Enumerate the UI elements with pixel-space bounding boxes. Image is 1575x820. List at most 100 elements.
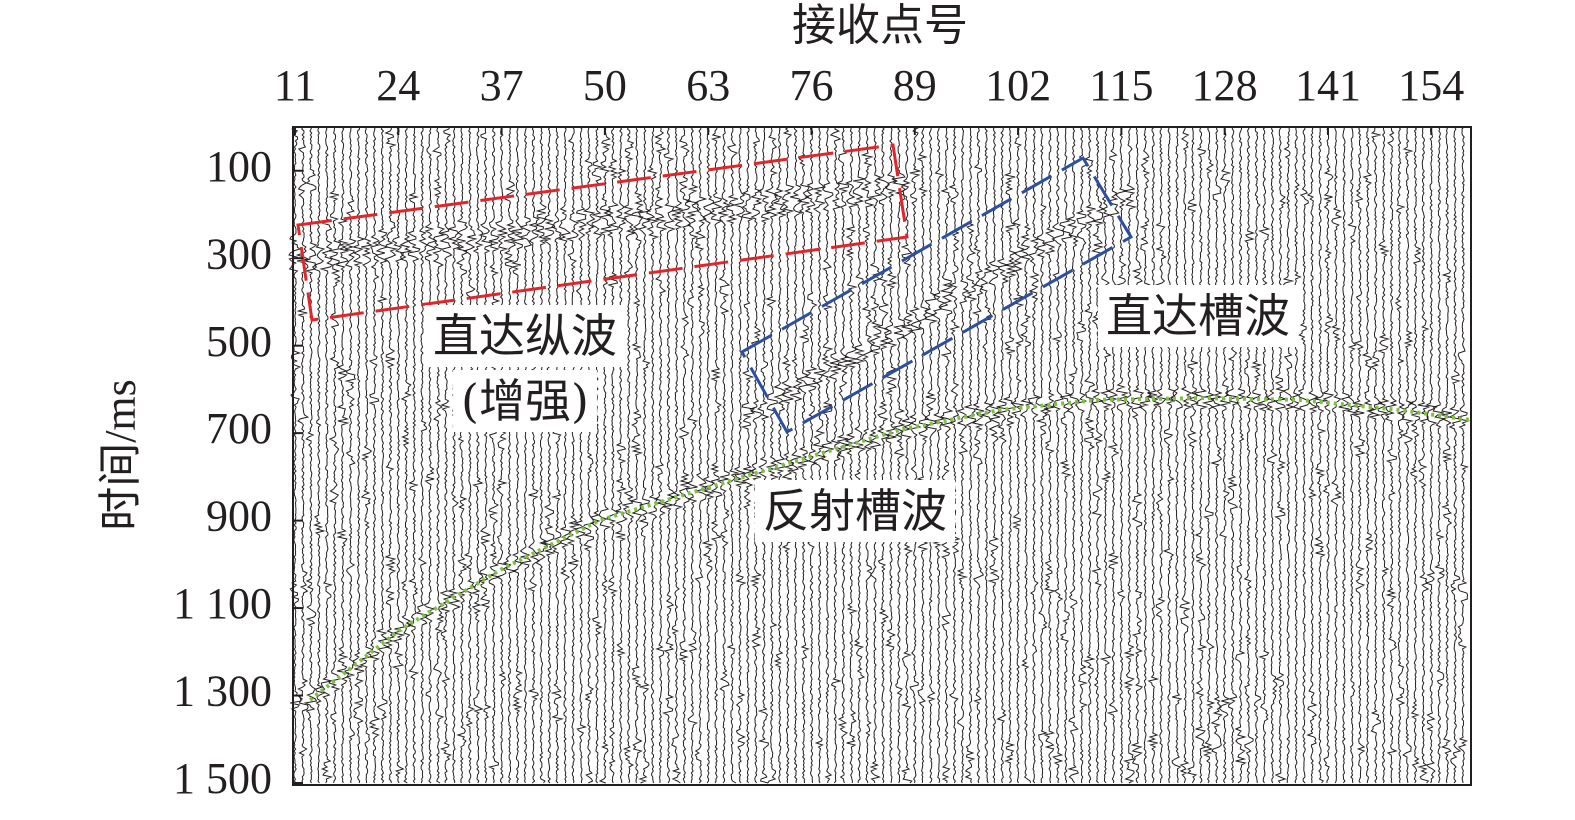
trace xyxy=(781,126,795,784)
trace xyxy=(1424,126,1438,784)
trace xyxy=(748,126,763,784)
trace xyxy=(764,126,780,784)
trace xyxy=(1367,126,1383,784)
trace xyxy=(1194,126,1209,784)
trace xyxy=(947,126,961,784)
trace xyxy=(971,126,985,784)
trace xyxy=(598,126,612,784)
trace xyxy=(1401,126,1414,784)
trace xyxy=(502,126,517,784)
y-axis-label: 时间/ms xyxy=(96,379,145,531)
trace xyxy=(788,126,803,783)
trace xyxy=(1257,126,1271,784)
trace xyxy=(1394,126,1406,784)
trace xyxy=(1338,126,1350,784)
trace xyxy=(678,126,692,784)
y-tick-label: 900 xyxy=(206,492,272,541)
trace xyxy=(1010,126,1025,784)
annotation: (增强) xyxy=(461,374,589,428)
trace xyxy=(637,126,652,784)
trace xyxy=(1440,126,1453,784)
trace xyxy=(796,126,811,784)
trace xyxy=(1352,126,1366,784)
trace xyxy=(1242,126,1256,784)
trace xyxy=(1146,126,1160,784)
trace xyxy=(303,126,318,784)
trace xyxy=(565,126,580,784)
trace xyxy=(1297,126,1310,784)
trace xyxy=(1377,126,1391,784)
trace xyxy=(1234,126,1247,784)
trace xyxy=(828,126,843,784)
trace xyxy=(1018,126,1034,784)
trace xyxy=(573,126,588,784)
trace xyxy=(415,126,429,784)
trace xyxy=(312,126,326,784)
trace xyxy=(534,126,548,784)
trace xyxy=(1083,126,1096,784)
trace xyxy=(288,126,302,784)
direct-channel-wave-box xyxy=(739,155,1134,435)
y-tick-label: 1 300 xyxy=(173,667,272,716)
annotation-background xyxy=(1098,285,1298,347)
annotation: 直达纵波 xyxy=(433,309,617,363)
x-tick-label: 37 xyxy=(480,61,524,110)
trace xyxy=(1179,126,1193,784)
trace xyxy=(432,126,446,784)
trace xyxy=(527,126,540,784)
x-tick-label: 24 xyxy=(376,61,420,110)
trace xyxy=(884,126,898,784)
trace xyxy=(477,126,493,784)
y-tick-label: 700 xyxy=(206,404,272,453)
trace-layer xyxy=(288,126,1471,784)
trace xyxy=(1106,126,1120,784)
trace xyxy=(423,126,438,784)
trace xyxy=(661,126,676,784)
x-tick-label: 63 xyxy=(686,61,730,110)
trace xyxy=(542,126,556,784)
trace xyxy=(939,126,954,784)
trace xyxy=(1306,126,1319,784)
trace xyxy=(931,126,946,784)
x-tick-label: 115 xyxy=(1089,61,1153,110)
trace xyxy=(1209,126,1223,784)
trace xyxy=(1313,126,1327,784)
annotation: 直达槽波 xyxy=(1106,289,1290,343)
trace xyxy=(295,126,310,784)
trace xyxy=(835,126,851,784)
trace xyxy=(1074,126,1089,784)
trace xyxy=(955,126,970,784)
trace xyxy=(924,126,939,784)
trace xyxy=(438,126,454,784)
trace xyxy=(907,126,923,784)
trace xyxy=(1432,126,1447,784)
trace xyxy=(1408,126,1422,784)
trace xyxy=(757,126,771,784)
trace xyxy=(772,126,787,784)
trace xyxy=(550,126,565,784)
x-tick-label: 154 xyxy=(1398,61,1464,110)
trace xyxy=(1361,126,1375,784)
trace xyxy=(1448,126,1462,784)
annotation-background xyxy=(755,480,955,542)
trace xyxy=(344,126,357,784)
y-tick-label: 500 xyxy=(206,317,272,366)
trace xyxy=(987,126,1001,784)
trace xyxy=(446,126,462,783)
trace xyxy=(1250,126,1263,784)
trace xyxy=(1027,126,1041,784)
trace xyxy=(487,126,501,784)
trace xyxy=(375,126,391,784)
trace xyxy=(1330,126,1343,784)
x-tick-label: 76 xyxy=(789,61,833,110)
trace xyxy=(1384,126,1398,784)
trace xyxy=(1266,126,1278,784)
trace xyxy=(557,126,572,784)
x-tick-label: 128 xyxy=(1192,61,1258,110)
trace xyxy=(1042,126,1057,784)
trace xyxy=(916,126,931,784)
trace xyxy=(510,126,525,784)
trace xyxy=(462,126,478,784)
